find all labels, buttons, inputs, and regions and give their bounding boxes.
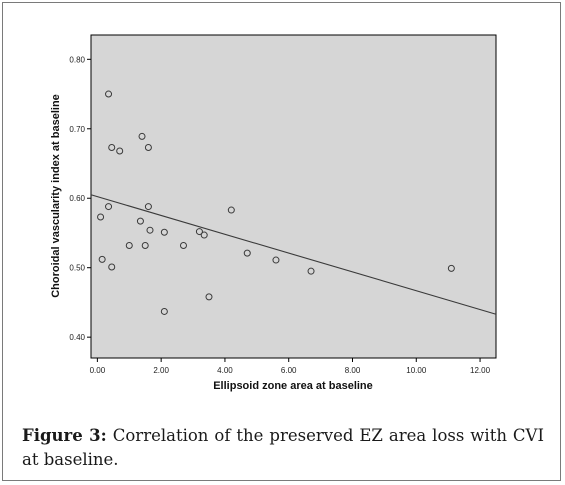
data-point (108, 263, 116, 271)
plot-area (90, 34, 497, 359)
data-point (195, 228, 203, 236)
axes: 0.00 2.00 4.00 6.00 8.00 10.00 12.00 0.40 0.50 0.… (69, 55, 490, 375)
x-tick-label: 0.00 (90, 366, 106, 375)
data-point (227, 206, 235, 214)
data-point (136, 217, 144, 225)
caption-text: Correlation of the preserved EZ area los… (22, 426, 544, 469)
x-tick-label: 6.00 (281, 366, 297, 375)
y-tick-label: 0.50 (69, 264, 85, 273)
x-tick-label: 8.00 (345, 366, 361, 375)
data-point (97, 213, 105, 221)
y-tick-label: 0.60 (69, 194, 85, 203)
data-point (200, 231, 208, 239)
data-point (144, 203, 152, 211)
data-points (97, 90, 455, 315)
caption-label: Figure 3: (22, 426, 107, 445)
x-tick-label: 12.00 (470, 366, 491, 375)
data-point (179, 241, 187, 249)
data-point (105, 203, 113, 211)
figure-caption: Figure 3: Correlation of the preserved E… (22, 424, 544, 472)
x-tick-label: 4.00 (217, 366, 233, 375)
data-point (243, 249, 251, 257)
x-tick-label: 2.00 (153, 366, 169, 375)
data-point (160, 228, 168, 236)
data-point (138, 132, 146, 140)
data-point (144, 144, 152, 152)
data-point (272, 256, 280, 264)
y-tick-label: 0.80 (69, 55, 85, 64)
data-point (116, 147, 124, 155)
data-point (105, 90, 113, 98)
scatter-chart: 0.00 2.00 4.00 6.00 8.00 10.00 12.00 0.40 0.50 0.… (50, 34, 497, 392)
x-tick-label: 10.00 (406, 366, 427, 375)
data-point (108, 144, 116, 152)
y-tick-label: 0.70 (69, 125, 85, 134)
data-point (98, 255, 106, 263)
fit-line (90, 194, 497, 315)
y-tick-label: 0.40 (69, 333, 85, 342)
data-point (160, 307, 168, 315)
x-axis-label: Ellipsoid zone area at baseline (213, 380, 373, 392)
data-point (307, 267, 315, 275)
data-point (146, 226, 154, 234)
y-axis-label: Choroidal vascularity index at baseline (50, 94, 62, 298)
data-point (141, 241, 149, 249)
data-point (125, 241, 133, 249)
data-point (205, 293, 213, 301)
data-point (447, 264, 455, 272)
regression-line (90, 194, 497, 315)
